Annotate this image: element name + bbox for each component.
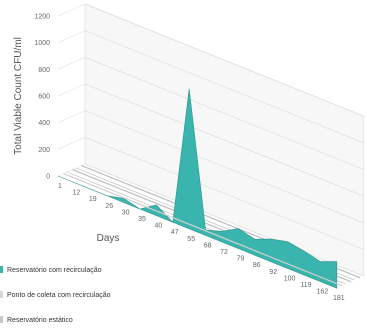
x-tick-label: 1 <box>58 183 62 190</box>
x-tick-label: 26 <box>105 203 113 210</box>
x-tick-label: 30 <box>122 209 130 216</box>
x-tick-label: 100 <box>284 275 296 282</box>
x-tick-label: 40 <box>155 223 163 230</box>
gridline-side <box>57 163 86 177</box>
series-ribbon-1 <box>63 173 343 287</box>
x-tick-label: 35 <box>138 216 146 223</box>
x-tick-label: 181 <box>333 295 345 302</box>
x-tick-label: 55 <box>187 236 195 243</box>
gridline <box>84 30 364 144</box>
gridline <box>84 137 364 250</box>
gridline-side <box>57 110 86 123</box>
y-axis-ticks: 0 200 400 600 800 1000 1200 <box>34 14 50 181</box>
y-tick-label: 1000 <box>34 40 50 47</box>
legend-label: Reservatório estático <box>7 317 73 324</box>
x-tick-label: 72 <box>220 249 228 256</box>
gridline <box>84 163 364 277</box>
x-tick-label: 92 <box>269 269 277 276</box>
series-layer <box>57 88 361 289</box>
gridlines <box>57 3 364 277</box>
gridline <box>84 57 364 170</box>
legend-swatch <box>0 266 3 273</box>
gridline <box>84 110 364 224</box>
x-axis-ticks: 1 12 19 26 30 35 40 47 55 68 72 79 86 92 100 119 162 181 <box>58 183 345 302</box>
x-tick-label: 162 <box>317 289 329 296</box>
gridline <box>84 83 364 197</box>
series-area-1 <box>57 88 338 289</box>
gridline-side <box>57 83 86 97</box>
legend: Reservatório com recirculação Ponto de co… <box>0 266 111 324</box>
legend-swatch <box>0 291 3 298</box>
y-tick-label: 400 <box>38 120 50 127</box>
y-tick-label: 0 <box>46 174 50 181</box>
x-tick-label: 47 <box>171 229 179 236</box>
y-tick-label: 200 <box>38 147 50 154</box>
gridline-side <box>57 137 86 150</box>
legend-swatch <box>0 316 3 323</box>
y-tick-label: 800 <box>38 67 50 74</box>
y-tick-label: 600 <box>38 94 50 101</box>
x-tick-label: 79 <box>237 256 245 263</box>
x-tick-label: 68 <box>204 242 212 249</box>
x-tick-label: 86 <box>253 262 261 269</box>
legend-label: Ponto de coleta com recirculação <box>7 292 111 299</box>
x-axis-title: Days <box>97 233 120 244</box>
legend-label: Reservatório com recirculação <box>7 267 102 274</box>
y-axis-title: Total Viable Count CFU/ml <box>13 37 24 155</box>
y-tick-label: 1200 <box>34 14 50 21</box>
x-tick-label: 119 <box>300 282 311 289</box>
gridline <box>84 3 364 117</box>
gridline-side <box>57 57 86 70</box>
x-tick-label: 19 <box>89 196 97 203</box>
x-tick-label: 12 <box>73 190 81 197</box>
gridline-side <box>57 30 86 43</box>
gridline-side <box>57 3 86 17</box>
